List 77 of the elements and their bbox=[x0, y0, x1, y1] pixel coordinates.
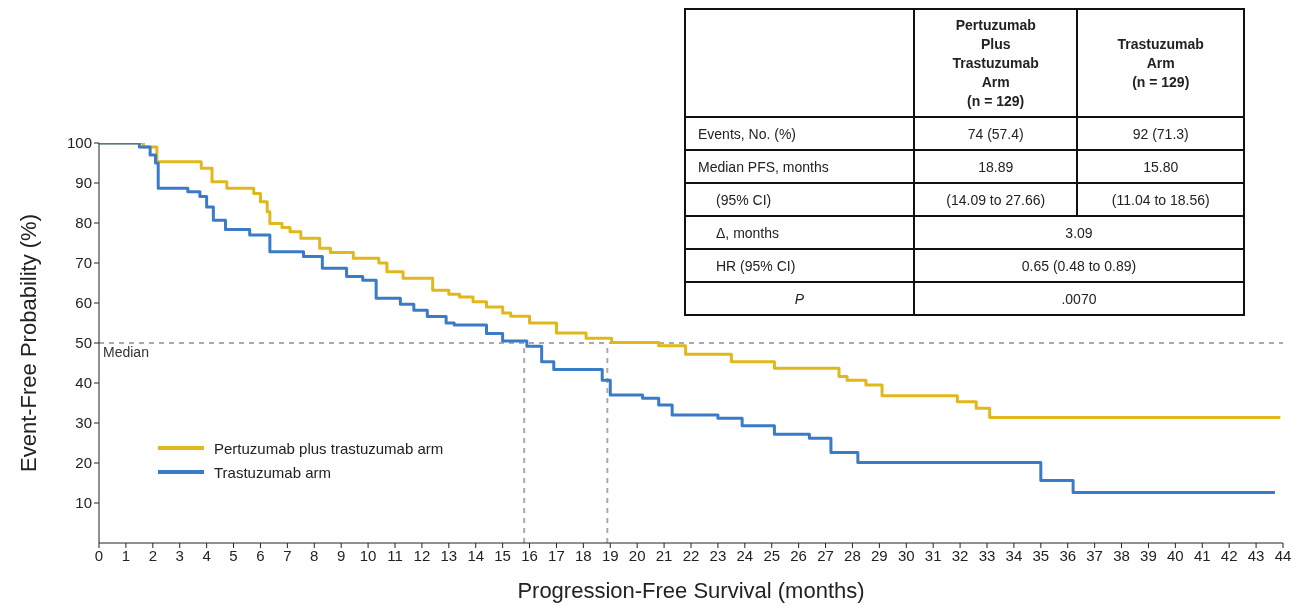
x-tick-label: 5 bbox=[229, 546, 238, 564]
annotation: 18.89 bbox=[913, 150, 1078, 183]
x-tick-label: 38 bbox=[1113, 546, 1130, 564]
x-tick-label: 30 bbox=[897, 546, 915, 564]
x-tick-label: 28 bbox=[844, 546, 861, 564]
annotation: Δ, months bbox=[685, 216, 914, 249]
legend-label: Trastuzumab arm bbox=[214, 463, 331, 481]
y-tick-label: 60 bbox=[75, 294, 92, 312]
text: 74 (57.4) bbox=[967, 125, 1024, 142]
x-tick-label: 20 bbox=[628, 546, 646, 564]
annotation: 3.09 bbox=[913, 216, 1244, 249]
x-tick-label: 29 bbox=[871, 546, 888, 564]
y-tick-label: 50 bbox=[75, 334, 92, 352]
x-tick-label: 0 bbox=[94, 546, 104, 564]
x-tick-label: 15 bbox=[494, 546, 511, 564]
annotation: HR (95% CI) bbox=[685, 249, 914, 282]
y-tick-label: 70 bbox=[75, 254, 92, 272]
x-axis-title: Progression-Free Survival (months) bbox=[517, 578, 865, 603]
x-tick-label: 10 bbox=[359, 546, 377, 564]
x-tick-label: 19 bbox=[601, 546, 619, 564]
x-tick-label: 42 bbox=[1220, 546, 1238, 564]
x-tick-label: 36 bbox=[1059, 546, 1077, 564]
x-tick-label: 22 bbox=[682, 546, 700, 564]
y-tick-label: 80 bbox=[75, 214, 92, 232]
x-tick-label: 40 bbox=[1167, 546, 1184, 564]
x-tick-label: 39 bbox=[1140, 546, 1157, 564]
y-tick-label: 30 bbox=[75, 414, 92, 432]
x-tick-label: 35 bbox=[1032, 546, 1050, 564]
y-tick-label: 10 bbox=[75, 494, 92, 512]
x-tick-label: 25 bbox=[763, 546, 781, 564]
y-axis-title: Event-Free Probability (%) bbox=[15, 214, 41, 472]
x-tick-label: 27 bbox=[817, 546, 834, 564]
x-tick-label: 24 bbox=[736, 546, 754, 564]
x-tick-label: 34 bbox=[1005, 546, 1023, 564]
annotation: (11.04 to 18.56) bbox=[1077, 183, 1244, 216]
x-tick-label: 33 bbox=[978, 546, 996, 564]
y-tick-label: 40 bbox=[75, 374, 92, 392]
legend-label: Pertuzumab plus trastuzumab arm bbox=[214, 439, 444, 457]
annotation: 15.80 bbox=[1077, 150, 1244, 183]
x-tick-label: 2 bbox=[148, 546, 157, 564]
x-tick-label: 12 bbox=[413, 546, 431, 564]
annotation: (14.09 to 27.66) bbox=[913, 183, 1078, 216]
x-tick-label: 3 bbox=[175, 546, 184, 564]
text: Events, No. (%) bbox=[698, 125, 797, 142]
x-tick-label: 16 bbox=[521, 546, 538, 564]
x-tick-label: 7 bbox=[283, 546, 292, 564]
annotation: Median PFS, months bbox=[685, 150, 914, 183]
x-tick-label: 6 bbox=[256, 546, 265, 564]
x-tick-label: 11 bbox=[387, 546, 403, 564]
x-tick-label: 9 bbox=[337, 546, 346, 564]
y-tick-label: 90 bbox=[75, 174, 92, 192]
x-tick-label: 41 bbox=[1193, 546, 1211, 564]
annotation: 0.65 (0.48 to 0.89) bbox=[913, 249, 1244, 282]
x-tick-label: 4 bbox=[202, 546, 211, 564]
x-tick-label: 32 bbox=[951, 546, 969, 564]
text: 92 (71.3) bbox=[1132, 125, 1189, 142]
x-tick-label: 8 bbox=[310, 546, 319, 564]
x-tick-label: 1 bbox=[121, 546, 131, 564]
x-tick-label: 17 bbox=[548, 546, 565, 564]
x-tick-label: 18 bbox=[575, 546, 592, 564]
annotation: (95% CI) bbox=[685, 183, 914, 216]
annotation: P bbox=[685, 282, 914, 315]
x-tick-label: 14 bbox=[467, 546, 485, 564]
x-tick-label: 44 bbox=[1274, 546, 1292, 564]
y-tick-label: 20 bbox=[75, 454, 92, 472]
x-tick-label: 43 bbox=[1247, 546, 1265, 564]
x-tick-label: 26 bbox=[790, 546, 807, 564]
text: Trastuzumab Arm (n = 129) bbox=[1117, 35, 1204, 90]
annotation: .0070 bbox=[913, 282, 1244, 315]
x-tick-label: 13 bbox=[440, 546, 458, 564]
ref-line-label: Median bbox=[103, 343, 149, 360]
x-tick-label: 21 bbox=[655, 546, 673, 564]
x-tick-label: 31 bbox=[924, 546, 942, 564]
x-tick-label: 37 bbox=[1086, 546, 1103, 564]
x-tick-label: 23 bbox=[709, 546, 727, 564]
y-tick-label: 100 bbox=[66, 134, 92, 152]
text: Pertuzumab Plus Trastuzumab Arm (n = 129) bbox=[952, 16, 1039, 109]
